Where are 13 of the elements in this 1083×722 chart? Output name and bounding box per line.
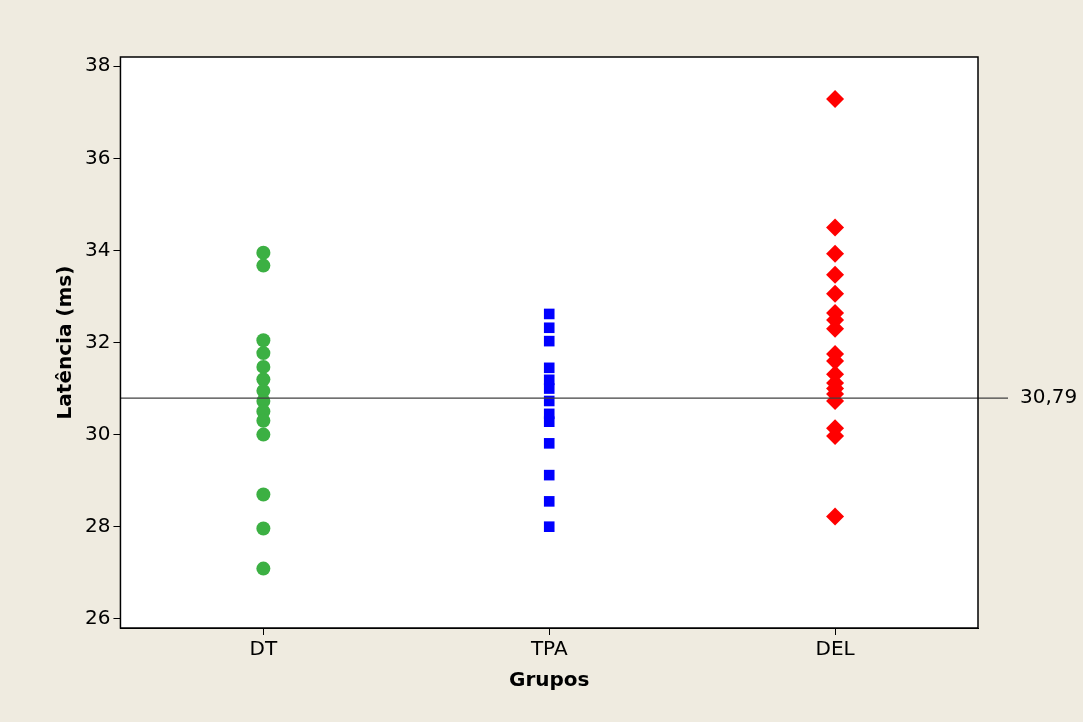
ref-line-label: 30,79	[1020, 384, 1078, 409]
x-axis-title: Grupos	[508, 667, 590, 692]
x-tick-label: DT	[249, 636, 278, 661]
y-axis-title: Latência (ms)	[52, 265, 77, 420]
y-tick-label: 30	[85, 420, 111, 445]
y-tick-label: 28	[85, 512, 111, 537]
y-tick-label: 38	[85, 52, 111, 77]
x-tick-label: DEL	[815, 636, 856, 661]
x-tick-label: TPA	[529, 636, 568, 661]
y-tick-label: 34	[85, 236, 111, 261]
y-tick-label: 32	[85, 328, 111, 353]
y-tick-label: 36	[85, 144, 111, 169]
y-tick-label: 26	[85, 604, 111, 629]
